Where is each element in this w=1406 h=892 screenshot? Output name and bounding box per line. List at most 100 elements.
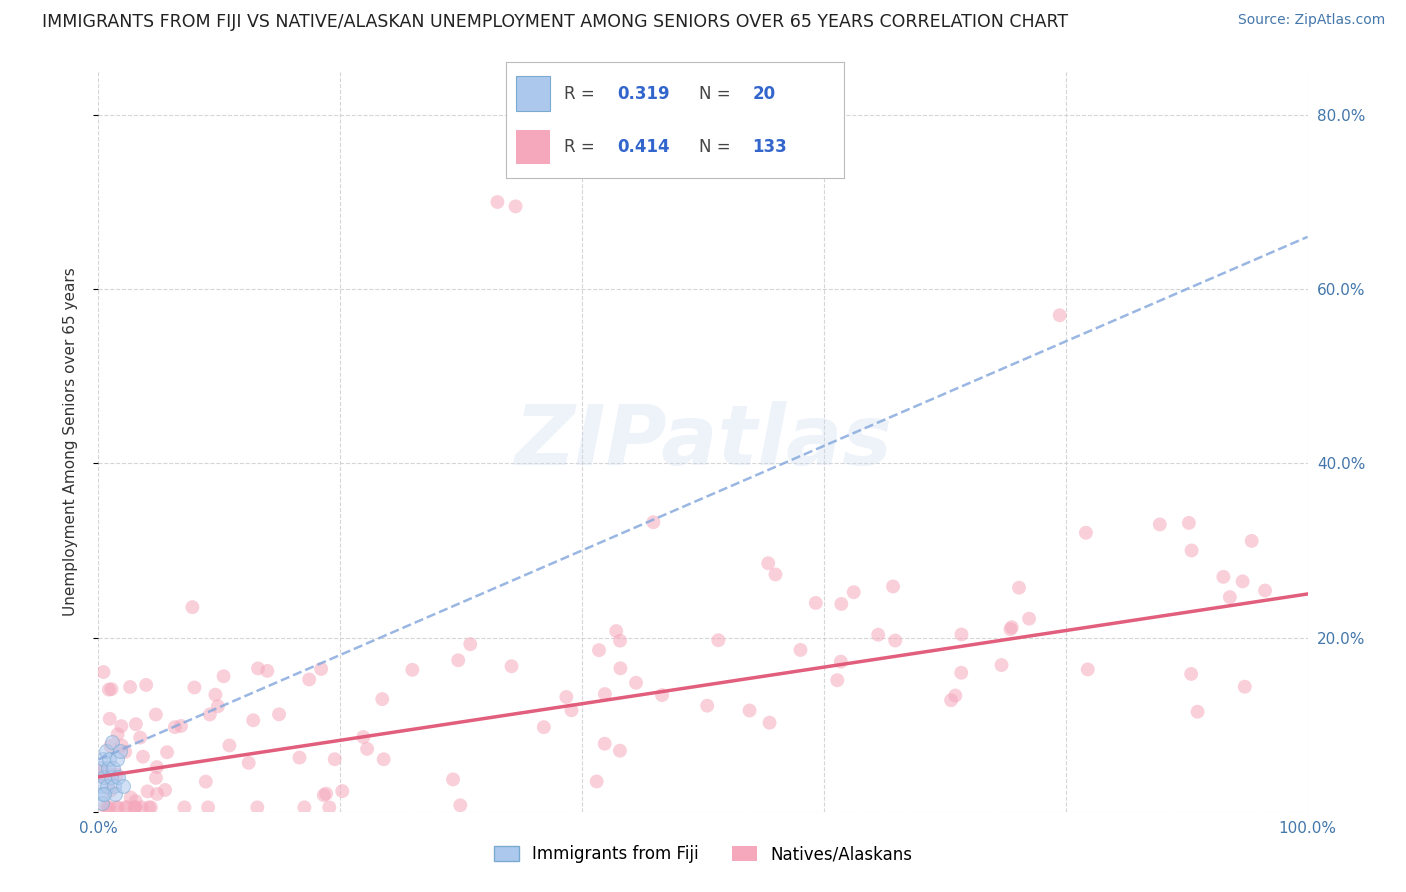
Point	[588, 643, 610, 657]
Point	[1233, 680, 1256, 694]
Point	[401, 663, 423, 677]
Point	[830, 655, 852, 669]
Point	[501, 659, 523, 673]
Text: 133: 133	[752, 138, 787, 156]
Text: R =: R =	[564, 85, 599, 103]
Point	[97, 682, 120, 697]
Point	[643, 515, 665, 529]
Y-axis label: Unemployment Among Seniors over 65 years: Unemployment Among Seniors over 65 years	[63, 268, 77, 615]
Point	[156, 745, 179, 759]
Point	[120, 790, 142, 805]
Point	[1074, 525, 1097, 540]
Point	[207, 699, 229, 714]
Text: IMMIGRANTS FROM FIJI VS NATIVE/ALASKAN UNEMPLOYMENT AMONG SENIORS OVER 65 YEARS : IMMIGRANTS FROM FIJI VS NATIVE/ALASKAN U…	[42, 13, 1069, 31]
Point	[100, 739, 122, 753]
Point	[939, 693, 962, 707]
Point	[136, 784, 159, 798]
Point	[91, 796, 114, 810]
Point	[94, 800, 117, 814]
Point	[98, 712, 121, 726]
Point	[441, 772, 464, 787]
Point	[124, 800, 146, 814]
Point	[111, 779, 134, 793]
Point	[330, 784, 353, 798]
Point	[312, 788, 335, 802]
Point	[842, 585, 865, 599]
Point	[609, 633, 631, 648]
Point	[114, 800, 136, 814]
Point	[212, 669, 235, 683]
Point	[197, 800, 219, 814]
Point	[163, 720, 186, 734]
Point	[115, 800, 138, 814]
Point	[1008, 581, 1031, 595]
Point	[1149, 517, 1171, 532]
Point	[882, 579, 904, 593]
Point	[1187, 705, 1209, 719]
Point	[96, 779, 118, 793]
Point	[129, 731, 152, 745]
Point	[145, 771, 167, 785]
Point	[292, 800, 315, 814]
Point	[789, 643, 811, 657]
Point	[943, 689, 966, 703]
Point	[555, 690, 578, 704]
Point	[609, 744, 631, 758]
Point	[830, 597, 852, 611]
Point	[183, 681, 205, 695]
Point	[371, 692, 394, 706]
Point	[93, 665, 115, 679]
Point	[1000, 622, 1022, 636]
Point	[124, 800, 146, 814]
Point	[609, 661, 631, 675]
Point	[107, 770, 129, 784]
FancyBboxPatch shape	[516, 129, 550, 164]
Point	[765, 567, 787, 582]
Point	[1018, 612, 1040, 626]
Point	[105, 767, 128, 781]
Point	[238, 756, 260, 770]
Point	[97, 800, 120, 814]
Point	[139, 800, 162, 814]
Point	[707, 633, 730, 648]
Point	[560, 703, 582, 717]
Point	[738, 704, 761, 718]
Point	[104, 787, 127, 801]
Point	[884, 633, 907, 648]
Point	[1240, 533, 1263, 548]
Text: Source: ZipAtlas.com: Source: ZipAtlas.com	[1237, 13, 1385, 28]
Text: ZIPatlas: ZIPatlas	[515, 401, 891, 482]
Point	[173, 800, 195, 814]
Text: 0.319: 0.319	[617, 85, 671, 103]
Point	[124, 794, 146, 808]
Point	[267, 707, 290, 722]
Point	[100, 682, 122, 697]
Point	[93, 787, 115, 801]
Point	[756, 556, 779, 570]
Text: R =: R =	[564, 138, 599, 156]
Point	[318, 800, 340, 814]
Point	[352, 730, 374, 744]
Point	[1219, 590, 1241, 604]
Point	[114, 745, 136, 759]
Point	[1180, 543, 1202, 558]
Point	[1001, 620, 1024, 634]
Point	[131, 800, 153, 814]
FancyBboxPatch shape	[516, 77, 550, 112]
Point	[298, 673, 321, 687]
Point	[108, 744, 131, 758]
Point	[505, 199, 527, 213]
Point	[100, 770, 122, 784]
Point	[309, 662, 332, 676]
Point	[107, 727, 129, 741]
Text: 0.414: 0.414	[617, 138, 671, 156]
Point	[990, 658, 1012, 673]
Point	[107, 800, 129, 814]
Point	[950, 627, 973, 641]
Text: 20: 20	[752, 85, 776, 103]
Point	[94, 744, 117, 758]
Point	[323, 752, 346, 766]
Point	[101, 767, 124, 781]
Point	[458, 637, 481, 651]
Point	[696, 698, 718, 713]
